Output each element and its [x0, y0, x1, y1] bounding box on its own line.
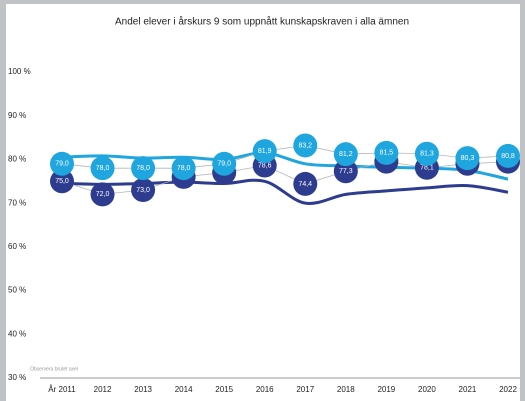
x-tick-label: 2015	[215, 385, 233, 394]
data-point	[293, 171, 318, 196]
x-tick-label: 2016	[256, 385, 274, 394]
data-label: 80,8	[501, 153, 515, 160]
data-point	[131, 156, 156, 181]
x-tick-label: 2013	[134, 385, 152, 394]
chart-title: Andel elever i årskurs 9 som uppnått kun…	[115, 16, 409, 28]
data-point	[50, 151, 74, 176]
x-tick-label: 2020	[418, 385, 436, 394]
x-tick-label: 2012	[94, 385, 112, 394]
data-point	[293, 133, 318, 158]
y-tick-label: 80 %	[8, 155, 26, 164]
y-tick-label: 70 %	[8, 198, 26, 207]
chart-area	[6, 4, 520, 401]
data-label: 80,3	[461, 155, 475, 162]
data-label: 78,0	[96, 165, 110, 172]
data-label: 81,2	[339, 151, 353, 158]
data-point	[252, 139, 277, 164]
data-label: 78,0	[136, 165, 150, 172]
data-point	[212, 151, 237, 176]
y-tick-label: 60 %	[8, 242, 26, 251]
data-label: 77,3	[339, 168, 353, 175]
x-tick-label: 2019	[377, 385, 395, 394]
data-label: 74,4	[298, 181, 312, 188]
data-label: 72,0	[96, 191, 110, 198]
data-point	[90, 182, 115, 207]
y-tick-label: 100 %	[8, 67, 31, 76]
data-point	[50, 169, 74, 194]
x-tick-label: 2017	[296, 385, 314, 394]
x-tick-label: 2022	[499, 385, 517, 394]
data-label: 81,5	[380, 150, 394, 157]
y-tick-label: 90 %	[8, 111, 26, 120]
x-tick-label: 2014	[175, 385, 193, 394]
data-label: 83,2	[298, 142, 312, 149]
y-tick-label: 40 %	[8, 329, 26, 338]
data-point	[90, 156, 115, 181]
data-point	[333, 142, 358, 167]
x-tick-label: 2018	[337, 385, 355, 394]
data-label: 81,3	[420, 151, 434, 158]
data-label: 79,0	[55, 161, 69, 168]
annotation: Observera brutet axel	[30, 366, 78, 372]
data-label: 78,1	[420, 165, 434, 172]
data-label: 81,9	[258, 148, 272, 155]
data-point	[374, 140, 399, 165]
data-point	[131, 178, 156, 203]
data-point	[455, 146, 480, 171]
data-point	[171, 156, 196, 181]
data-label: 73,0	[136, 187, 150, 194]
data-point	[496, 143, 520, 168]
y-tick-label: 30 %	[8, 373, 26, 382]
data-point	[333, 159, 358, 184]
y-tick-label: 50 %	[8, 286, 26, 295]
x-tick-label: 2021	[459, 385, 477, 394]
data-label: 78,6	[258, 162, 272, 169]
data-label: 78,0	[177, 165, 191, 172]
data-point	[414, 141, 439, 166]
data-label: 75,0	[55, 178, 69, 185]
x-tick-label: År 2011	[48, 385, 76, 394]
data-label: 79,0	[217, 161, 231, 168]
